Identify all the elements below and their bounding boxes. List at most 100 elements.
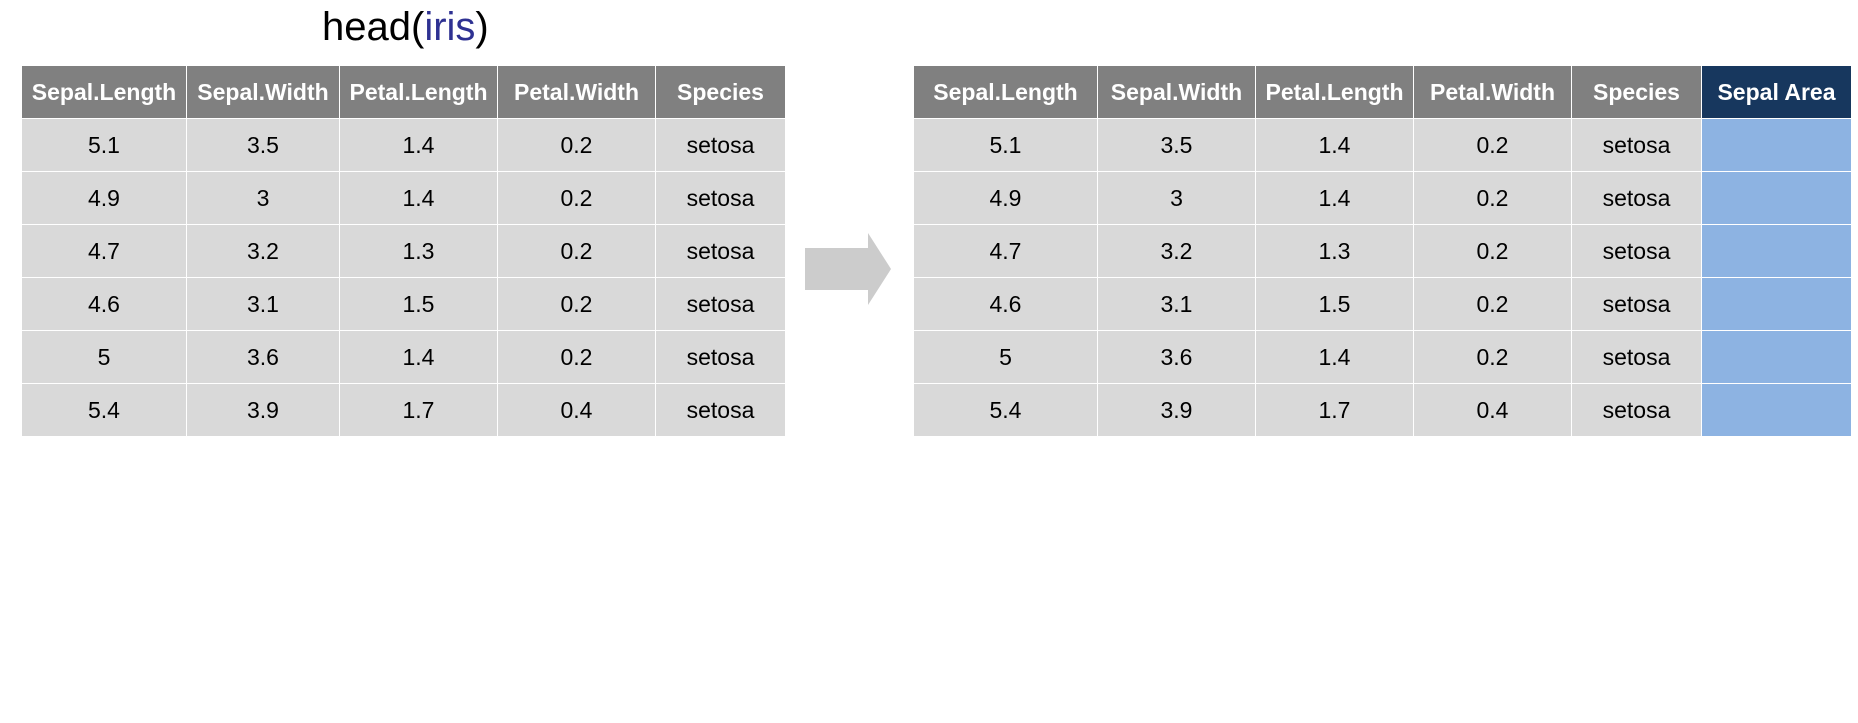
table-cell: 5.1 bbox=[913, 118, 1098, 172]
table-row: 4.9 3 1.4 0.2 setosa bbox=[21, 171, 786, 225]
table-cell: 1.4 bbox=[1255, 118, 1414, 172]
column-header: Petal.Width bbox=[497, 65, 656, 119]
table-cell: 4.6 bbox=[21, 277, 187, 331]
table-cell: setosa bbox=[1571, 224, 1702, 278]
table-cell: setosa bbox=[1571, 383, 1702, 437]
table-row: 4.9 3 1.4 0.2 setosa bbox=[913, 171, 1852, 225]
table-row: 5.1 3.5 1.4 0.2 setosa bbox=[913, 118, 1852, 172]
table-cell: 3 bbox=[1097, 171, 1256, 225]
table-cell: 3.2 bbox=[1097, 224, 1256, 278]
table-cell: 4.6 bbox=[913, 277, 1098, 331]
table-body: 5.1 3.5 1.4 0.2 setosa 4.9 3 1.4 0.2 setosa 4.7 3.2… bbox=[21, 118, 786, 437]
table-cell: 0.2 bbox=[1413, 118, 1572, 172]
table-cell: setosa bbox=[1571, 171, 1702, 225]
table-cell: 0.2 bbox=[1413, 330, 1572, 384]
table-row: 4.7 3.2 1.3 0.2 setosa bbox=[913, 224, 1852, 278]
table-cell: 5.1 bbox=[21, 118, 187, 172]
column-header: Sepal.Length bbox=[21, 65, 187, 119]
table-cell: 1.4 bbox=[1255, 171, 1414, 225]
code-func: head( bbox=[322, 5, 425, 49]
table-cell: 0.2 bbox=[1413, 277, 1572, 331]
table-cell: 1.4 bbox=[339, 118, 498, 172]
table-cell: 0.2 bbox=[497, 277, 656, 331]
table-cell: 0.2 bbox=[497, 171, 656, 225]
table-row: 5.4 3.9 1.7 0.4 setosa bbox=[913, 383, 1852, 437]
table-cell: 4.7 bbox=[21, 224, 187, 278]
column-header: Species bbox=[655, 65, 786, 119]
table-cell: 1.5 bbox=[339, 277, 498, 331]
table-cell: 4.9 bbox=[913, 171, 1098, 225]
new-column-cell bbox=[1701, 277, 1852, 331]
column-header: Petal.Length bbox=[1255, 65, 1414, 119]
table-cell: 0.4 bbox=[1413, 383, 1572, 437]
table-cell: 4.9 bbox=[21, 171, 187, 225]
new-column-cell bbox=[1701, 224, 1852, 278]
table-cell: 5.4 bbox=[21, 383, 187, 437]
code-close: ) bbox=[475, 5, 489, 49]
result-table: Sepal.Length Sepal.Width Petal.Length Petal… bbox=[913, 65, 1852, 437]
table-row: 5.1 3.5 1.4 0.2 setosa bbox=[21, 118, 786, 172]
table-cell: 3.6 bbox=[186, 330, 340, 384]
table-cell: 3.1 bbox=[1097, 277, 1256, 331]
table-cell: 1.7 bbox=[339, 383, 498, 437]
table-body: 5.1 3.5 1.4 0.2 setosa 4.9 3 1.4 0.2 setosa 4.7 3.2… bbox=[913, 118, 1852, 437]
table-cell: 4.7 bbox=[913, 224, 1098, 278]
table-cell: 5 bbox=[21, 330, 187, 384]
column-header: Petal.Length bbox=[339, 65, 498, 119]
table-cell: setosa bbox=[1571, 118, 1702, 172]
table-cell: 3 bbox=[186, 171, 340, 225]
column-header: Species bbox=[1571, 65, 1702, 119]
table-row: 5 3.6 1.4 0.2 setosa bbox=[913, 330, 1852, 384]
table-cell: 3.5 bbox=[186, 118, 340, 172]
column-header: Sepal.Length bbox=[913, 65, 1098, 119]
table-cell: 1.5 bbox=[1255, 277, 1414, 331]
table-cell: 0.2 bbox=[497, 224, 656, 278]
table-cell: 1.3 bbox=[1255, 224, 1414, 278]
table-row: 5.4 3.9 1.7 0.4 setosa bbox=[21, 383, 786, 437]
table-cell: 5 bbox=[913, 330, 1098, 384]
column-header: Sepal.Width bbox=[1097, 65, 1256, 119]
table-cell: 0.4 bbox=[497, 383, 656, 437]
table-row: 5 3.6 1.4 0.2 setosa bbox=[21, 330, 786, 384]
table-row: 4.6 3.1 1.5 0.2 setosa bbox=[21, 277, 786, 331]
table-cell: 1.3 bbox=[339, 224, 498, 278]
code-title: head(iris) bbox=[322, 2, 489, 52]
new-column-cell bbox=[1701, 171, 1852, 225]
column-header: Sepal.Width bbox=[186, 65, 340, 119]
new-column-cell bbox=[1701, 330, 1852, 384]
table-cell: setosa bbox=[1571, 277, 1702, 331]
table-cell: 0.2 bbox=[497, 118, 656, 172]
table-cell: 3.9 bbox=[186, 383, 340, 437]
table-cell: 1.4 bbox=[1255, 330, 1414, 384]
table-cell: setosa bbox=[655, 383, 786, 437]
table-cell: setosa bbox=[655, 277, 786, 331]
header-row: Sepal.Length Sepal.Width Petal.Length Petal… bbox=[21, 65, 786, 119]
table-row: 4.6 3.1 1.5 0.2 setosa bbox=[913, 277, 1852, 331]
table-cell: setosa bbox=[655, 330, 786, 384]
table-cell: 0.2 bbox=[1413, 171, 1572, 225]
table-cell: 0.2 bbox=[497, 330, 656, 384]
table-cell: 5.4 bbox=[913, 383, 1098, 437]
table-cell: 3.5 bbox=[1097, 118, 1256, 172]
table-cell: 1.4 bbox=[339, 330, 498, 384]
table-cell: 3.9 bbox=[1097, 383, 1256, 437]
table-cell: 3.1 bbox=[186, 277, 340, 331]
code-arg: iris bbox=[424, 5, 476, 49]
source-table: Sepal.Length Sepal.Width Petal.Length Petal… bbox=[21, 65, 786, 437]
table-cell: 0.2 bbox=[1413, 224, 1572, 278]
column-header: Petal.Width bbox=[1413, 65, 1572, 119]
table-cell: 3.6 bbox=[1097, 330, 1256, 384]
table-cell: 1.7 bbox=[1255, 383, 1414, 437]
table-cell: setosa bbox=[655, 171, 786, 225]
new-column-cell bbox=[1701, 383, 1852, 437]
table-cell: 1.4 bbox=[339, 171, 498, 225]
arrow-right-icon bbox=[805, 233, 891, 305]
table-cell: setosa bbox=[655, 224, 786, 278]
new-column-header: Sepal Area bbox=[1701, 65, 1852, 119]
table-cell: 3.2 bbox=[186, 224, 340, 278]
table-cell: setosa bbox=[655, 118, 786, 172]
new-column-cell bbox=[1701, 118, 1852, 172]
header-row: Sepal.Length Sepal.Width Petal.Length Petal… bbox=[913, 65, 1852, 119]
table-cell: setosa bbox=[1571, 330, 1702, 384]
table-row: 4.7 3.2 1.3 0.2 setosa bbox=[21, 224, 786, 278]
